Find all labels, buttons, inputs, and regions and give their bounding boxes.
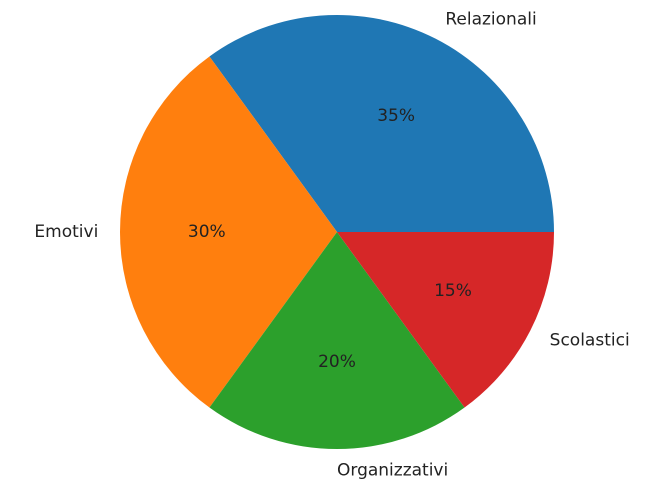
slice-label: Relazionali: [445, 9, 536, 29]
pie-slice: [209, 232, 465, 449]
slice-label: Organizzativi: [337, 461, 448, 481]
slice-label: Scolastici: [550, 330, 630, 350]
percent-label: 15%: [434, 281, 472, 301]
percent-label: 30%: [188, 222, 226, 242]
pie-slice: [209, 15, 554, 232]
percent-label: 20%: [318, 352, 356, 372]
pie-slice: [119, 56, 338, 408]
slice-label: Emotivi: [34, 222, 98, 242]
pie-slice: [337, 232, 554, 408]
percent-label: 35%: [377, 106, 415, 126]
